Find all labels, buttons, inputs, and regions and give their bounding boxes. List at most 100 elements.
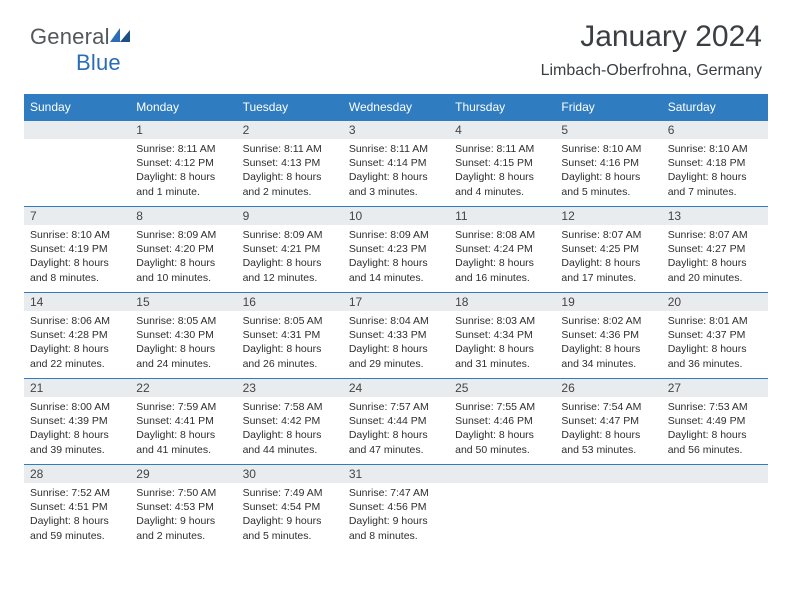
sunset: Sunset: 4:13 PM — [243, 156, 337, 170]
calendar-cell: 10Sunrise: 8:09 AMSunset: 4:23 PMDayligh… — [343, 206, 449, 292]
sunset: Sunset: 4:30 PM — [136, 328, 230, 342]
calendar-cell: 9Sunrise: 8:09 AMSunset: 4:21 PMDaylight… — [237, 206, 343, 292]
day-number: 11 — [449, 206, 555, 225]
day-info: Sunrise: 8:05 AMSunset: 4:30 PMDaylight:… — [130, 311, 236, 376]
calendar-cell: 2Sunrise: 8:11 AMSunset: 4:13 PMDaylight… — [237, 120, 343, 206]
day-info: Sunrise: 7:49 AMSunset: 4:54 PMDaylight:… — [237, 483, 343, 548]
day-info: Sunrise: 8:11 AMSunset: 4:15 PMDaylight:… — [449, 139, 555, 204]
header: General Blue January 2024 Limbach-Oberfr… — [24, 18, 768, 88]
day-info: Sunrise: 8:07 AMSunset: 4:25 PMDaylight:… — [555, 225, 661, 290]
day-number: 6 — [662, 120, 768, 139]
calendar-cell — [24, 120, 130, 206]
day-info: Sunrise: 7:54 AMSunset: 4:47 PMDaylight:… — [555, 397, 661, 462]
calendar-cell: 7Sunrise: 8:10 AMSunset: 4:19 PMDaylight… — [24, 206, 130, 292]
daylight: Daylight: 8 hours and 20 minutes. — [668, 256, 762, 284]
day-number — [555, 464, 661, 483]
sunrise: Sunrise: 7:50 AM — [136, 486, 230, 500]
sunrise: Sunrise: 8:09 AM — [136, 228, 230, 242]
sunrise: Sunrise: 8:10 AM — [668, 142, 762, 156]
day-number: 17 — [343, 292, 449, 311]
day-number — [662, 464, 768, 483]
day-number: 28 — [24, 464, 130, 483]
location: Limbach-Oberfrohna, Germany — [541, 62, 762, 80]
sunset: Sunset: 4:42 PM — [243, 414, 337, 428]
day-info: Sunrise: 8:04 AMSunset: 4:33 PMDaylight:… — [343, 311, 449, 376]
calendar-cell: 15Sunrise: 8:05 AMSunset: 4:30 PMDayligh… — [130, 292, 236, 378]
weekday-header: Saturday — [662, 94, 768, 120]
day-number: 4 — [449, 120, 555, 139]
day-number: 27 — [662, 378, 768, 397]
sunrise: Sunrise: 8:07 AM — [668, 228, 762, 242]
daylight: Daylight: 8 hours and 59 minutes. — [30, 514, 124, 542]
day-number: 10 — [343, 206, 449, 225]
sunrise: Sunrise: 8:08 AM — [455, 228, 549, 242]
sunset: Sunset: 4:23 PM — [349, 242, 443, 256]
day-info: Sunrise: 7:58 AMSunset: 4:42 PMDaylight:… — [237, 397, 343, 462]
day-info: Sunrise: 8:11 AMSunset: 4:12 PMDaylight:… — [130, 139, 236, 204]
daylight: Daylight: 8 hours and 34 minutes. — [561, 342, 655, 370]
daylight: Daylight: 8 hours and 10 minutes. — [136, 256, 230, 284]
daylight: Daylight: 8 hours and 53 minutes. — [561, 428, 655, 456]
calendar-cell: 23Sunrise: 7:58 AMSunset: 4:42 PMDayligh… — [237, 378, 343, 464]
calendar-cell: 8Sunrise: 8:09 AMSunset: 4:20 PMDaylight… — [130, 206, 236, 292]
day-info: Sunrise: 8:02 AMSunset: 4:36 PMDaylight:… — [555, 311, 661, 376]
daylight: Daylight: 8 hours and 22 minutes. — [30, 342, 124, 370]
calendar-cell: 18Sunrise: 8:03 AMSunset: 4:34 PMDayligh… — [449, 292, 555, 378]
weekday-header: Friday — [555, 94, 661, 120]
day-number: 24 — [343, 378, 449, 397]
sunset: Sunset: 4:39 PM — [30, 414, 124, 428]
sunset: Sunset: 4:20 PM — [136, 242, 230, 256]
day-info: Sunrise: 8:08 AMSunset: 4:24 PMDaylight:… — [449, 225, 555, 290]
sunrise: Sunrise: 8:10 AM — [561, 142, 655, 156]
sunset: Sunset: 4:56 PM — [349, 500, 443, 514]
day-number: 15 — [130, 292, 236, 311]
sunset: Sunset: 4:16 PM — [561, 156, 655, 170]
day-number: 29 — [130, 464, 236, 483]
daylight: Daylight: 8 hours and 31 minutes. — [455, 342, 549, 370]
calendar-cell: 1Sunrise: 8:11 AMSunset: 4:12 PMDaylight… — [130, 120, 236, 206]
calendar-cell: 25Sunrise: 7:55 AMSunset: 4:46 PMDayligh… — [449, 378, 555, 464]
daylight: Daylight: 8 hours and 16 minutes. — [455, 256, 549, 284]
day-info: Sunrise: 7:50 AMSunset: 4:53 PMDaylight:… — [130, 483, 236, 548]
day-info: Sunrise: 8:06 AMSunset: 4:28 PMDaylight:… — [24, 311, 130, 376]
sunrise: Sunrise: 8:05 AM — [243, 314, 337, 328]
day-number: 13 — [662, 206, 768, 225]
sunset: Sunset: 4:25 PM — [561, 242, 655, 256]
day-info: Sunrise: 8:09 AMSunset: 4:20 PMDaylight:… — [130, 225, 236, 290]
calendar-cell — [449, 464, 555, 550]
daylight: Daylight: 8 hours and 3 minutes. — [349, 170, 443, 198]
daylight: Daylight: 8 hours and 41 minutes. — [136, 428, 230, 456]
sunset: Sunset: 4:15 PM — [455, 156, 549, 170]
calendar-cell: 27Sunrise: 7:53 AMSunset: 4:49 PMDayligh… — [662, 378, 768, 464]
calendar-cell: 30Sunrise: 7:49 AMSunset: 4:54 PMDayligh… — [237, 464, 343, 550]
sunrise: Sunrise: 8:09 AM — [349, 228, 443, 242]
day-info: Sunrise: 8:09 AMSunset: 4:21 PMDaylight:… — [237, 225, 343, 290]
day-number: 23 — [237, 378, 343, 397]
sunset: Sunset: 4:53 PM — [136, 500, 230, 514]
logo-mark-icon — [110, 26, 132, 47]
day-number: 18 — [449, 292, 555, 311]
day-info: Sunrise: 8:11 AMSunset: 4:13 PMDaylight:… — [237, 139, 343, 204]
calendar-cell: 22Sunrise: 7:59 AMSunset: 4:41 PMDayligh… — [130, 378, 236, 464]
day-number: 16 — [237, 292, 343, 311]
sunset: Sunset: 4:28 PM — [30, 328, 124, 342]
sunrise: Sunrise: 7:49 AM — [243, 486, 337, 500]
sunset: Sunset: 4:31 PM — [243, 328, 337, 342]
sunset: Sunset: 4:34 PM — [455, 328, 549, 342]
daylight: Daylight: 8 hours and 1 minute. — [136, 170, 230, 198]
day-number: 8 — [130, 206, 236, 225]
day-number: 31 — [343, 464, 449, 483]
sunrise: Sunrise: 8:10 AM — [30, 228, 124, 242]
calendar-cell: 4Sunrise: 8:11 AMSunset: 4:15 PMDaylight… — [449, 120, 555, 206]
day-info: Sunrise: 7:52 AMSunset: 4:51 PMDaylight:… — [24, 483, 130, 548]
daylight: Daylight: 8 hours and 24 minutes. — [136, 342, 230, 370]
day-number: 9 — [237, 206, 343, 225]
day-info: Sunrise: 7:53 AMSunset: 4:49 PMDaylight:… — [662, 397, 768, 462]
daylight: Daylight: 8 hours and 26 minutes. — [243, 342, 337, 370]
day-info: Sunrise: 7:59 AMSunset: 4:41 PMDaylight:… — [130, 397, 236, 462]
sunrise: Sunrise: 8:11 AM — [136, 142, 230, 156]
day-info: Sunrise: 8:07 AMSunset: 4:27 PMDaylight:… — [662, 225, 768, 290]
sunrise: Sunrise: 8:11 AM — [349, 142, 443, 156]
day-number: 3 — [343, 120, 449, 139]
daylight: Daylight: 8 hours and 50 minutes. — [455, 428, 549, 456]
